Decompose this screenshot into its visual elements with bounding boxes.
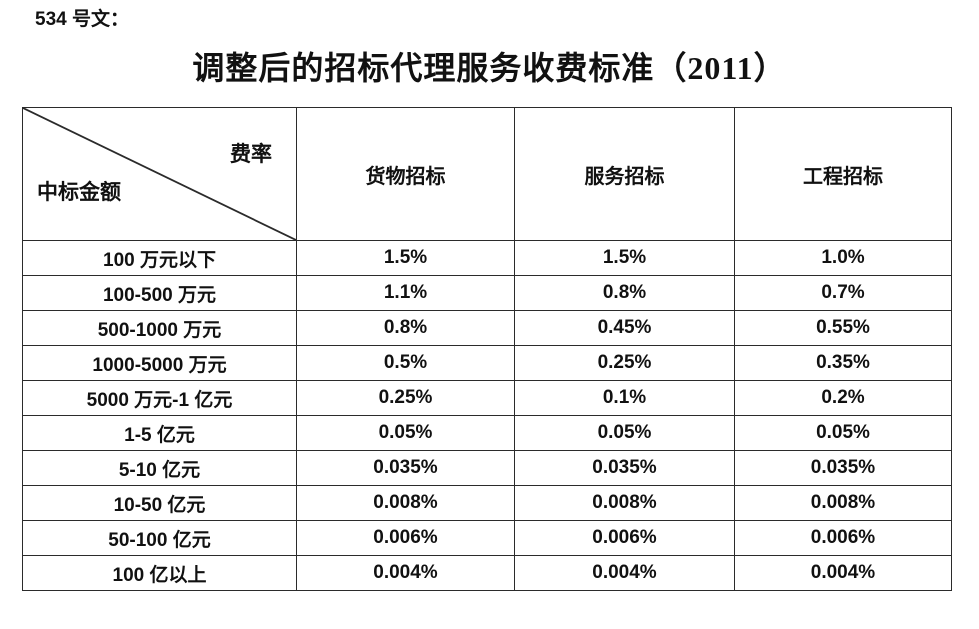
- corner-label-rate: 费率: [230, 142, 272, 166]
- table-row: 50-100 亿元 0.006% 0.006% 0.006%: [22, 520, 952, 556]
- rate-cell-engineering: 0.008%: [734, 485, 952, 521]
- rate-cell-service: 0.25%: [514, 345, 735, 381]
- rate-cell-service: 0.004%: [514, 555, 735, 591]
- column-header-service-tender: 服务招标: [514, 107, 735, 241]
- rate-cell-goods: 0.035%: [296, 450, 515, 486]
- table-row: 1000-5000 万元 0.5% 0.25% 0.35%: [22, 345, 952, 381]
- page-title: 调整后的招标代理服务收费标准（2011）: [192, 50, 787, 86]
- rate-cell-goods: 0.8%: [296, 310, 515, 346]
- rate-cell-engineering: 0.55%: [734, 310, 952, 346]
- rate-cell-engineering: 0.004%: [734, 555, 952, 591]
- table-header-row: 费率 中标金额 货物招标 服务招标 工程招标: [22, 107, 952, 241]
- column-header-goods-tender: 货物招标: [296, 107, 515, 241]
- rate-cell-goods: 0.25%: [296, 380, 515, 416]
- table-row: 500-1000 万元 0.8% 0.45% 0.55%: [22, 310, 952, 346]
- corner-label-amount: 中标金额: [37, 180, 121, 204]
- rate-cell-goods: 1.1%: [296, 275, 515, 311]
- rate-cell-service: 0.006%: [514, 520, 735, 556]
- column-header-engineering-tender: 工程招标: [734, 107, 952, 241]
- amount-cell: 100-500 万元: [22, 275, 297, 311]
- rate-cell-goods: 0.05%: [296, 415, 515, 451]
- rate-cell-engineering: 0.05%: [734, 415, 952, 451]
- diagonal-divider-line: [23, 108, 296, 240]
- amount-cell: 5000 万元-1 亿元: [22, 380, 297, 416]
- rate-cell-goods: 0.5%: [296, 345, 515, 381]
- table-row: 5-10 亿元 0.035% 0.035% 0.035%: [22, 450, 952, 486]
- rate-cell-service: 0.008%: [514, 485, 735, 521]
- amount-cell: 50-100 亿元: [22, 520, 297, 556]
- table-row: 1-5 亿元 0.05% 0.05% 0.05%: [22, 415, 952, 451]
- rate-cell-service: 0.8%: [514, 275, 735, 311]
- amount-cell: 100 万元以下: [22, 240, 297, 276]
- rate-cell-service: 0.45%: [514, 310, 735, 346]
- rate-cell-engineering: 0.035%: [734, 450, 952, 486]
- rate-cell-goods: 0.008%: [296, 485, 515, 521]
- fee-table: 费率 中标金额 货物招标 服务招标 工程招标 100 万元以下 1.5% 1.5…: [22, 107, 952, 591]
- table-row: 100-500 万元 1.1% 0.8% 0.7%: [22, 275, 952, 311]
- table-row: 100 万元以下 1.5% 1.5% 1.0%: [22, 240, 952, 276]
- rate-cell-goods: 0.004%: [296, 555, 515, 591]
- rate-cell-goods: 0.006%: [296, 520, 515, 556]
- rate-cell-engineering: 0.35%: [734, 345, 952, 381]
- rate-cell-service: 0.035%: [514, 450, 735, 486]
- amount-cell: 1000-5000 万元: [22, 345, 297, 381]
- table-row: 5000 万元-1 亿元 0.25% 0.1% 0.2%: [22, 380, 952, 416]
- table-row: 100 亿以上 0.004% 0.004% 0.004%: [22, 555, 952, 591]
- amount-cell: 500-1000 万元: [22, 310, 297, 346]
- amount-cell: 100 亿以上: [22, 555, 297, 591]
- amount-cell: 10-50 亿元: [22, 485, 297, 521]
- rate-cell-engineering: 0.7%: [734, 275, 952, 311]
- table-row: 10-50 亿元 0.008% 0.008% 0.008%: [22, 485, 952, 521]
- rate-cell-service: 0.05%: [514, 415, 735, 451]
- rate-cell-goods: 1.5%: [296, 240, 515, 276]
- doc-number-label: 534 号文：: [35, 9, 129, 30]
- rate-cell-engineering: 1.0%: [734, 240, 952, 276]
- amount-cell: 1-5 亿元: [22, 415, 297, 451]
- corner-header-cell: 费率 中标金额: [22, 107, 297, 241]
- rate-cell-engineering: 0.2%: [734, 380, 952, 416]
- rate-cell-service: 1.5%: [514, 240, 735, 276]
- amount-cell: 5-10 亿元: [22, 450, 297, 486]
- rate-cell-service: 0.1%: [514, 380, 735, 416]
- rate-cell-engineering: 0.006%: [734, 520, 952, 556]
